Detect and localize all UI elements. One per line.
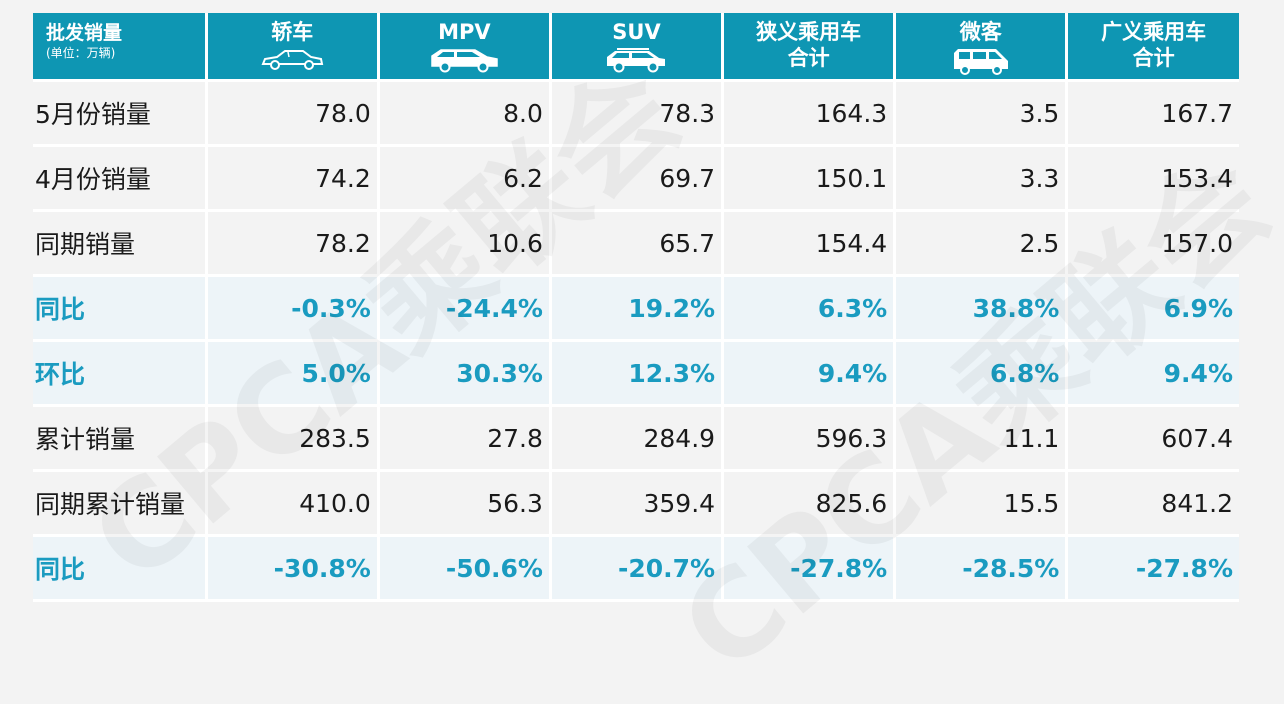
table-row: 同比 -30.8% -50.6% -20.7% -27.8% -28.5% -27.8% (33, 535, 1239, 602)
mpv-icon (431, 49, 499, 73)
table-cell: 164.3 (722, 80, 897, 147)
row-label: 累计销量 (33, 405, 208, 472)
table-cell: 2.5 (894, 210, 1069, 277)
row-label: 同期销量 (33, 210, 208, 277)
header-label-broad-total-line1: 广义乘用车 (1101, 20, 1207, 44)
table-cell: 69.7 (550, 145, 725, 212)
table-cell: 9.4% (722, 340, 897, 407)
header-label-narrow-total-line2: 合计 (787, 46, 830, 70)
table-row: 同期累计销量 410.0 56.3 359.4 825.6 15.5 841.2 (33, 470, 1239, 537)
table-cell: -0.3% (206, 275, 380, 342)
table-cell: 359.4 (550, 470, 725, 537)
table-cell: 12.3% (550, 340, 725, 407)
table-cell: 56.3 (378, 470, 552, 537)
header-cell-sedan: 轿车 (206, 13, 380, 82)
table-cell: 74.2 (206, 145, 380, 212)
table-row: 4月份销量 74.2 6.2 69.7 150.1 3.3 153.4 (33, 145, 1239, 212)
header-label-broad-total-line2: 合计 (1132, 46, 1175, 70)
table-cell: 607.4 (1066, 405, 1239, 472)
table-cell: 11.1 (894, 405, 1069, 472)
table-cell: 410.0 (206, 470, 380, 537)
table-cell: 8.0 (378, 80, 552, 147)
header-label-suv: SUV (612, 20, 661, 44)
sedan-icon (261, 50, 324, 70)
header-label-narrow-total-line1: 狭义乘用车 (756, 20, 862, 44)
table-cell: 78.2 (206, 210, 380, 277)
table-cell: 10.6 (378, 210, 552, 277)
table-cell: 825.6 (722, 470, 897, 537)
table-cell: 5.0% (206, 340, 380, 407)
table-cell: 596.3 (722, 405, 897, 472)
table-cell: 154.4 (722, 210, 897, 277)
table-cell: 65.7 (550, 210, 725, 277)
table-cell: 30.3% (378, 340, 552, 407)
table-cell: -50.6% (378, 535, 552, 602)
table-cell: 284.9 (550, 405, 725, 472)
header-cell-broad-total: 广义乘用车 合计 (1066, 13, 1239, 82)
table-row: 5月份销量 78.0 8.0 78.3 164.3 3.5 167.7 (33, 80, 1239, 147)
table-cell: -24.4% (378, 275, 552, 342)
table-cell: -27.8% (722, 535, 897, 602)
table-cell: 150.1 (722, 145, 897, 212)
table-body: 5月份销量 78.0 8.0 78.3 164.3 3.5 167.7 4月份销量 74.2 6.… (33, 80, 1239, 602)
table-cell: 15.5 (894, 470, 1069, 537)
table-cell: 283.5 (206, 405, 380, 472)
table-cell: 157.0 (1066, 210, 1239, 277)
row-label: 同期累计销量 (33, 470, 208, 537)
table-cell: 6.2 (378, 145, 552, 212)
table-cell: 6.3% (722, 275, 897, 342)
table-cell: 3.3 (894, 145, 1069, 212)
row-label: 环比 (33, 340, 208, 407)
table-cell: 19.2% (550, 275, 725, 342)
table-cell: 841.2 (1066, 470, 1239, 537)
table-cell: -28.5% (894, 535, 1069, 602)
table-row: 同期销量 78.2 10.6 65.7 154.4 2.5 157.0 (33, 210, 1239, 277)
header-label-mpv: MPV (438, 20, 491, 44)
header-label-sedan: 轿车 (271, 20, 314, 44)
row-label: 4月份销量 (33, 145, 208, 212)
header-cell-suv: SUV (550, 13, 725, 82)
table-cell: -20.7% (550, 535, 725, 602)
table-cell: 6.8% (894, 340, 1069, 407)
table-cell: 27.8 (378, 405, 552, 472)
table-cell: 167.7 (1066, 80, 1239, 147)
table-cell: 9.4% (1066, 340, 1239, 407)
table-cell: 78.3 (550, 80, 725, 147)
suv-icon (607, 48, 666, 73)
header-label-minivan: 微客 (959, 20, 1002, 44)
table-cell: 153.4 (1066, 145, 1239, 212)
unit-note: (单位：万辆) (46, 46, 116, 60)
table-row: 环比 5.0% 30.3% 12.3% 9.4% 6.8% 9.4% (33, 340, 1239, 407)
row-label: 同比 (33, 275, 208, 342)
header-cell-title: 批发销量 (单位：万辆) (33, 13, 208, 82)
table-cell: -30.8% (206, 535, 380, 602)
table-cell: 78.0 (206, 80, 380, 147)
minivan-icon (953, 49, 1008, 75)
row-label: 5月份销量 (33, 80, 208, 147)
table-row: 同比 -0.3% -24.4% 19.2% 6.3% 38.8% 6.9% (33, 275, 1239, 342)
table-cell: 38.8% (894, 275, 1069, 342)
table-cell: -27.8% (1066, 535, 1239, 602)
table-row: 累计销量 283.5 27.8 284.9 596.3 11.1 607.4 (33, 405, 1239, 472)
table-title: 批发销量 (46, 22, 123, 44)
header-cell-minivan: 微客 (894, 13, 1069, 82)
header-row: 批发销量 (单位：万辆) 轿车 MPV (33, 13, 1239, 82)
table-cell: 6.9% (1066, 275, 1239, 342)
row-label: 同比 (33, 535, 208, 602)
header-cell-mpv: MPV (378, 13, 552, 82)
header-cell-narrow-total: 狭义乘用车 合计 (722, 13, 897, 82)
table-cell: 3.5 (894, 80, 1069, 147)
sales-table: 批发销量 (单位：万辆) 轿车 MPV (33, 13, 1239, 602)
